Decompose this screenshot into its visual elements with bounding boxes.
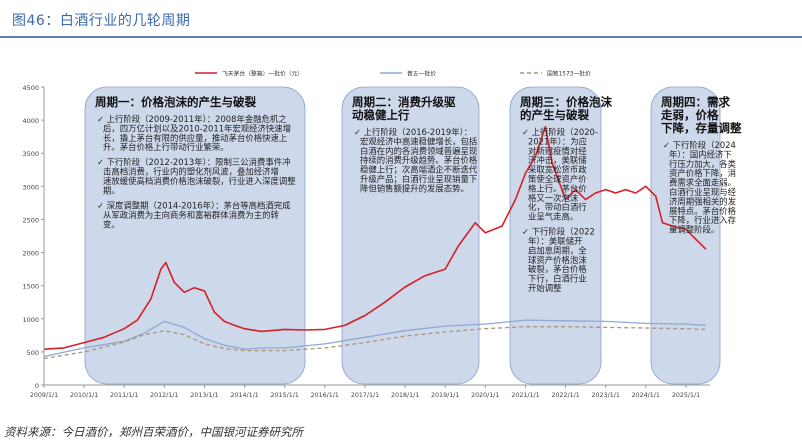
cycle-1-bubble xyxy=(84,86,306,385)
x-tick-label: 2025/1/1 xyxy=(672,392,700,399)
price-cycle-chart: 0 500 1000 1500 2000 2500 3000 3500 4000 4500 2009… xyxy=(22,70,742,400)
y-tick-label: 1000 xyxy=(22,316,39,324)
x-tick-label: 2010/1/1 xyxy=(70,392,98,399)
y-tick-label: 0 xyxy=(35,382,39,390)
cycle-2-bubble xyxy=(341,86,480,385)
x-tick-label: 2016/1/1 xyxy=(311,392,339,399)
y-tick-label: 500 xyxy=(27,349,39,357)
x-tick-label: 2021/1/1 xyxy=(511,392,539,399)
x-tick-label: 2017/1/1 xyxy=(351,392,379,399)
cycle-2-title: 周期二：消费升级驱动稳健上行 xyxy=(352,95,456,122)
cycle-4-title: 周期四：需求走弱，价格下降，存量调整 xyxy=(660,95,742,135)
legend-label-3: 国窖1573一批价 xyxy=(547,70,591,78)
y-tick-label: 1500 xyxy=(22,283,39,291)
cycle-4-bubble xyxy=(650,86,721,385)
y-tick-label: 4000 xyxy=(22,117,39,125)
y-tick-label: 3500 xyxy=(22,150,39,158)
cycle-3-title: 周期三：价格泡沫的产生与破裂 xyxy=(520,95,612,122)
legend-label-2: 普五一批价 xyxy=(407,70,436,78)
series-line-2 xyxy=(43,319,706,358)
x-tick-label: 2014/1/1 xyxy=(230,392,258,399)
x-tick-label: 2018/1/1 xyxy=(391,392,419,399)
y-tick-label: 2500 xyxy=(22,216,39,224)
x-tick-label: 2009/1/1 xyxy=(30,392,58,399)
y-tick-label: 4500 xyxy=(22,84,39,92)
x-tick-label: 2022/1/1 xyxy=(551,392,579,399)
y-tick-label: 2000 xyxy=(22,250,39,258)
x-tick-label: 2012/1/1 xyxy=(150,392,178,399)
series-line-1 xyxy=(43,125,707,350)
cycle-4-description: ✓ 下行阶段（2024 年）：国内经济下行压力加大，各类资产价格下降，消费需求全面… xyxy=(663,140,737,235)
source-note: 资料来源：今日酒价，郑州百荣酒价，中国银河证券研究所 xyxy=(4,425,303,439)
cycle-3-description: ✓ 上行阶段（2020-2021年）：为应对新冠疫情对经济冲击，美联储采取宽松货… xyxy=(522,127,598,293)
x-tick-label: 2024/1/1 xyxy=(632,392,660,399)
cycle-1-description: ✓ 上行阶段（2009-2011年）：2008年金融危机之后，四万亿计划以及20… xyxy=(97,114,296,229)
figure-header: 图46：白酒行业的几轮周期 xyxy=(0,0,802,38)
x-tick-label: 2023/1/1 xyxy=(592,392,620,399)
x-tick-label: 2019/1/1 xyxy=(431,392,459,399)
x-tick-label: 2020/1/1 xyxy=(471,392,499,399)
legend-label-1: 飞天茅台（整箱）一批价（元） xyxy=(222,70,303,78)
x-tick-label: 2015/1/1 xyxy=(271,392,299,399)
x-tick-label: 2013/1/1 xyxy=(190,392,218,399)
x-tick-label: 2011/1/1 xyxy=(110,392,138,399)
y-tick-label: 3000 xyxy=(22,183,39,191)
series-line-3 xyxy=(43,326,706,360)
cycle-2-description: ✓ 上行阶段（2016-2019年）：宏观经济中高速稳健增长，包括白酒在内的各消… xyxy=(354,127,478,193)
figure-title: 图46：白酒行业的几轮周期 xyxy=(12,13,191,29)
cycle-1-title: 周期一：价格泡沫的产生与破裂 xyxy=(95,95,256,109)
